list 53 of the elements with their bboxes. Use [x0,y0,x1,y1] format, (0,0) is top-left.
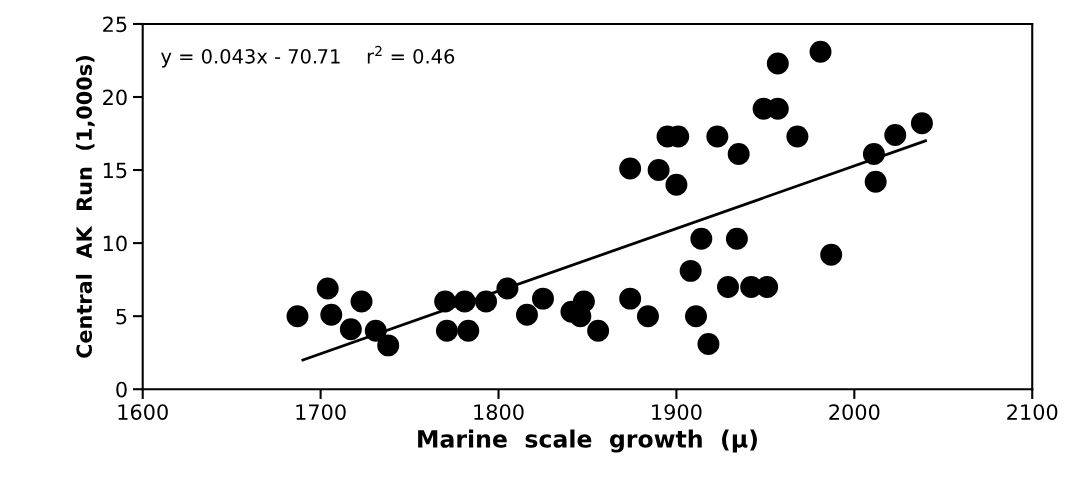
point [532,287,554,310]
x-tick-label: 2000 [829,404,880,420]
y-tick-label: 25 [103,16,127,33]
point [434,290,457,313]
point [316,277,339,300]
y-tick-label: 5 [116,308,127,325]
point [320,303,343,326]
point [339,318,362,341]
x-tick-label: 1900 [652,404,702,420]
point [697,332,720,355]
x-axis-title: Marine scale growth (μ) [418,429,757,453]
point [587,319,610,342]
y-axis-title: Central AK Run (1,000s) [75,56,95,358]
point [820,243,843,266]
point [286,305,309,328]
point [766,52,789,75]
point [706,125,729,148]
point [910,112,933,135]
point [475,290,498,313]
y-tick-label: 20 [103,89,127,106]
point [717,275,739,298]
point [884,124,907,146]
point [809,40,832,63]
point [756,275,779,298]
point [864,170,887,193]
point [786,125,809,148]
point [364,319,387,342]
point [496,277,519,300]
point [516,303,538,326]
point [647,159,670,182]
point [725,227,748,250]
point [636,305,659,328]
point [690,227,713,250]
y-tick-label: 10 [103,235,127,252]
point [862,143,885,165]
x-tick-label: 1800 [474,404,524,420]
point [457,319,480,342]
point [453,290,476,313]
y-tick-label: 15 [103,162,127,179]
x-tick-label: 1700 [296,404,346,420]
point [727,143,750,165]
annotation: y = 0.043x - 70.71 r$^{2}$ = 0.46 [161,45,455,68]
point [665,173,688,196]
x-tick-label: 2100 [1007,404,1058,420]
x-tick-label: 1600 [118,404,168,420]
point [679,259,702,282]
point [619,157,642,180]
point [435,319,458,342]
point [377,334,400,357]
point [685,305,707,328]
point [619,287,642,310]
y-tick-label: 0 [116,381,127,398]
point [350,290,373,313]
